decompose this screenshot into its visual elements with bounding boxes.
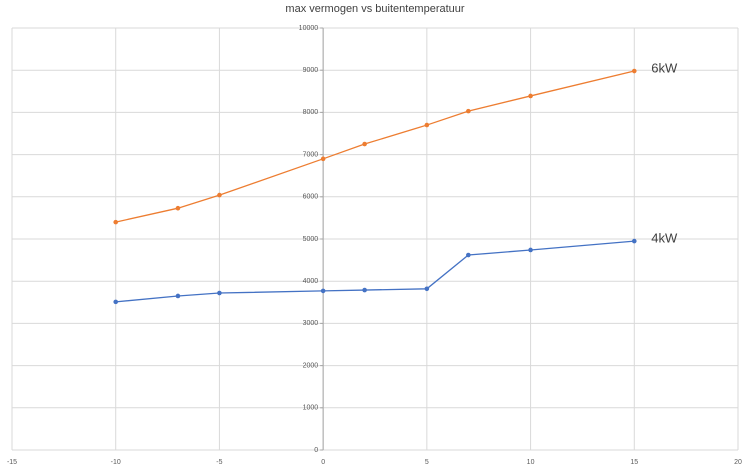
data-point — [320, 288, 326, 294]
y-tick-label: 0 — [314, 447, 318, 454]
y-tick-label: 7000 — [303, 151, 319, 158]
data-point — [631, 68, 637, 74]
data-point — [217, 290, 222, 296]
x-tick-label: 20 — [734, 459, 742, 466]
y-tick-label: 2000 — [303, 362, 319, 369]
y-tick-label: 6000 — [303, 194, 319, 201]
series-label: 6kW — [651, 60, 678, 75]
data-point — [424, 122, 430, 128]
series-line — [115, 240, 635, 303]
y-tick-label: 9000 — [303, 67, 319, 74]
data-point — [175, 293, 181, 299]
data-point — [320, 156, 326, 162]
x-tick-label: -15 — [7, 459, 17, 466]
x-tick-label: 0 — [321, 459, 325, 466]
series-label: 4kW — [651, 231, 678, 246]
x-tick-label: -5 — [216, 459, 222, 466]
series-line — [115, 70, 635, 223]
data-point — [466, 252, 471, 258]
data-point — [631, 238, 637, 244]
y-tick-label: 1000 — [303, 405, 319, 412]
x-tick-label: 5 — [425, 459, 429, 466]
data-point — [217, 192, 222, 198]
y-tick-label: 8000 — [303, 109, 319, 116]
y-tick-label: 4000 — [303, 278, 319, 285]
data-point — [362, 287, 367, 293]
data-point — [113, 219, 119, 225]
data-point — [362, 141, 367, 147]
x-tick-label: -10 — [111, 459, 121, 466]
data-point — [528, 247, 533, 253]
data-point — [424, 286, 430, 292]
chart-title: max vermogen vs buitentemperatuur — [285, 3, 464, 15]
y-tick-label: 5000 — [303, 236, 319, 243]
x-tick-label: 10 — [527, 459, 535, 466]
data-point — [466, 108, 471, 114]
y-tick-label: 3000 — [303, 320, 319, 327]
data-point — [175, 205, 181, 211]
data-point — [113, 299, 119, 305]
x-tick-label: 15 — [630, 459, 638, 466]
y-tick-label: 10000 — [299, 25, 319, 32]
data-point — [528, 93, 533, 99]
